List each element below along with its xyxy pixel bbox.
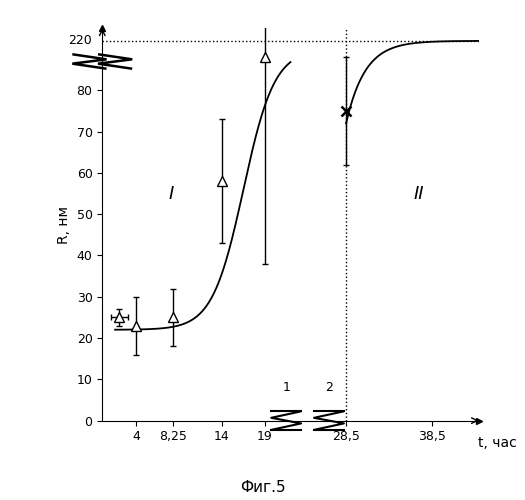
Y-axis label: R, нм: R, нм	[57, 206, 71, 244]
Text: 1: 1	[282, 381, 290, 394]
Text: II: II	[414, 184, 424, 202]
X-axis label: t, час: t, час	[478, 436, 517, 450]
Text: 2: 2	[325, 381, 333, 394]
Text: 220: 220	[68, 34, 92, 48]
Text: I: I	[168, 184, 173, 202]
Text: Фиг.5: Фиг.5	[240, 480, 285, 495]
